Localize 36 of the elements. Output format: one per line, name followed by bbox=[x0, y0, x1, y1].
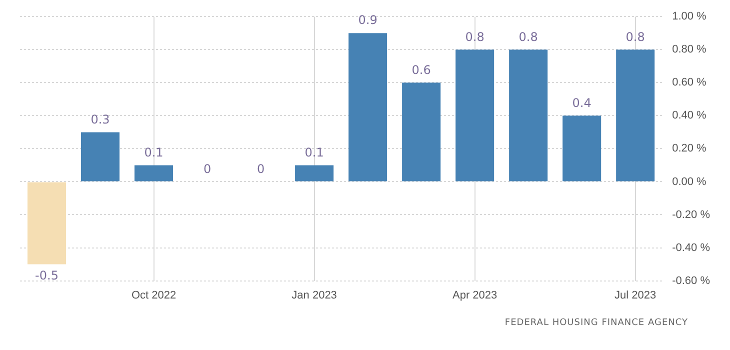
bar bbox=[81, 132, 120, 182]
x-tick-label: Jan 2023 bbox=[292, 289, 337, 302]
bar bbox=[134, 165, 174, 182]
bar bbox=[456, 50, 494, 182]
data-label: 0.8 bbox=[626, 30, 645, 44]
bar bbox=[616, 50, 655, 182]
data-label: 0.8 bbox=[518, 30, 538, 44]
data-label: -0.5 bbox=[35, 268, 58, 282]
text: FEDERAL HOUSING FINANCE AGENCY bbox=[504, 318, 688, 328]
data-label: 0 bbox=[203, 162, 212, 176]
data-label: 0.4 bbox=[572, 96, 592, 110]
y-tick-label: 1.00 % bbox=[672, 10, 707, 23]
y-tick-label: 0.60 % bbox=[672, 76, 707, 89]
data-label: 0.8 bbox=[465, 30, 484, 44]
bar bbox=[348, 33, 388, 182]
data-label: 0 bbox=[256, 162, 265, 176]
data-label: 0.1 bbox=[144, 145, 164, 160]
y-tick-label: 0.00 % bbox=[672, 176, 707, 188]
x-tick-label: Jul 2023 bbox=[614, 289, 656, 302]
data-label: 0.9 bbox=[358, 13, 378, 28]
data-label: 0.3 bbox=[90, 112, 110, 126]
bar bbox=[27, 182, 66, 264]
y-tick-label: 0.20 % bbox=[672, 142, 707, 155]
bar bbox=[295, 165, 334, 182]
data-label: 0.6 bbox=[412, 62, 431, 77]
y-tick-label: -0.20 % bbox=[672, 208, 710, 221]
y-tick-label: 0.80 % bbox=[672, 44, 707, 56]
y-tick-label: -0.60 % bbox=[672, 274, 710, 287]
y-tick-label: 0.40 % bbox=[672, 110, 707, 122]
bar bbox=[509, 50, 548, 182]
y-tick-label: -0.40 % bbox=[672, 242, 710, 254]
x-tick-label: Apr 2023 bbox=[452, 289, 498, 302]
bar bbox=[562, 116, 602, 182]
data-label: 0.1 bbox=[304, 145, 324, 160]
bar bbox=[402, 82, 441, 182]
x-tick-label: Oct 2022 bbox=[131, 289, 176, 302]
